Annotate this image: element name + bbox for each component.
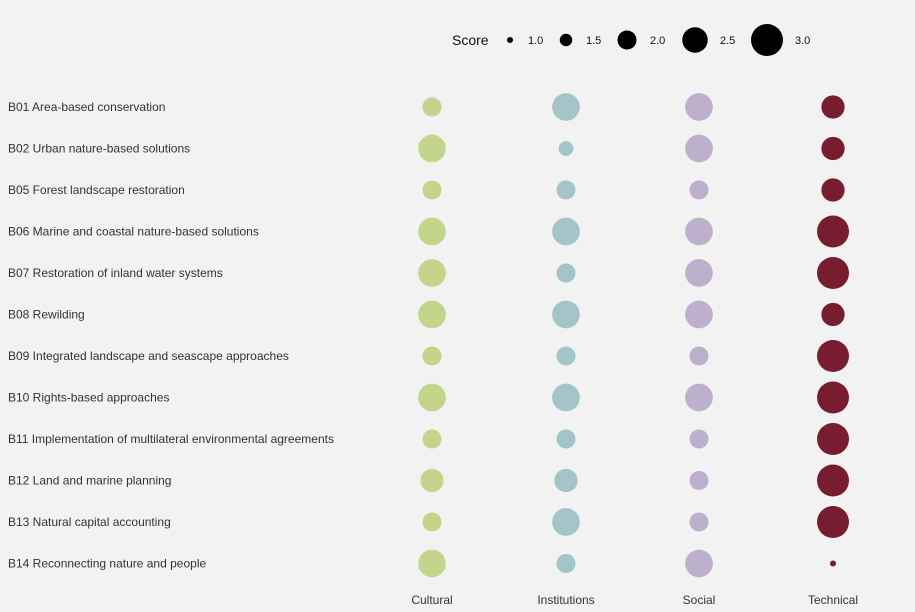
data-point	[689, 471, 709, 490]
column-label: Institutions	[537, 593, 594, 607]
data-point	[689, 346, 709, 366]
legend-marker	[507, 37, 513, 43]
row-label: B08 Rewilding	[8, 308, 85, 322]
data-point	[817, 340, 849, 372]
column-label: Cultural	[411, 593, 452, 607]
legend-label: 1.5	[586, 35, 601, 47]
data-point	[821, 302, 845, 327]
row-label: B01 Area-based conservation	[8, 100, 165, 114]
data-point	[418, 217, 446, 246]
legend-marker	[751, 24, 783, 56]
data-point	[418, 134, 446, 163]
data-point	[817, 215, 849, 248]
column-label: Social	[683, 593, 716, 607]
legend-title: Score	[452, 32, 489, 48]
column-label: Technical	[808, 593, 858, 607]
data-point	[817, 423, 849, 455]
data-point	[817, 257, 849, 289]
data-point	[554, 468, 578, 493]
data-point	[821, 136, 845, 161]
data-point	[817, 381, 849, 414]
row-label: B14 Reconnecting nature and people	[8, 557, 206, 571]
data-point	[685, 259, 713, 287]
data-point	[552, 217, 580, 246]
data-point	[552, 383, 580, 412]
data-point	[552, 93, 580, 121]
data-point	[556, 554, 576, 573]
data-point	[685, 134, 713, 163]
row-labels: B01 Area-based conservation B02 Urban nat…	[8, 100, 334, 571]
row-label: B07 Restoration of inland water systems	[8, 266, 223, 280]
legend-marker	[617, 30, 637, 50]
data-point	[552, 300, 580, 329]
legend-label: 2.5	[720, 35, 735, 47]
data-point	[685, 300, 713, 329]
data-point	[685, 383, 713, 412]
data-point	[821, 95, 845, 119]
data-point	[552, 508, 580, 536]
data-point	[418, 549, 446, 578]
data-point	[418, 383, 446, 412]
legend-label: 3.0	[795, 35, 810, 47]
row-label: B09 Integrated landscape and seascape ap…	[8, 349, 289, 363]
data-point	[422, 346, 442, 366]
row-label: B11 Implementation of multilateral envir…	[8, 432, 334, 446]
legend-marker	[682, 27, 708, 53]
data-point	[422, 429, 442, 449]
data-point	[817, 506, 849, 538]
data-point	[418, 300, 446, 329]
data-point	[830, 560, 836, 567]
data-point	[422, 180, 442, 200]
row-label: B02 Urban nature-based solutions	[8, 142, 190, 156]
data-point	[422, 512, 442, 532]
data-point	[558, 141, 574, 156]
data-point	[685, 93, 713, 121]
column-labels: Cultural Institutions Social Technical	[411, 593, 858, 607]
data-point	[685, 549, 713, 578]
data-point	[685, 217, 713, 246]
data-point	[689, 180, 709, 200]
legend-label: 1.0	[528, 35, 543, 47]
legend-marker	[559, 33, 573, 47]
row-label: B10 Rights-based approaches	[8, 391, 169, 405]
row-label: B05 Forest landscape restoration	[8, 183, 185, 197]
data-point	[420, 468, 444, 493]
data-point	[817, 464, 849, 497]
data-point	[556, 263, 576, 283]
size-legend: Score 1.0 1.5 2.0 2.5 3.0	[452, 24, 810, 56]
data-point	[689, 512, 709, 532]
data-points	[418, 93, 849, 578]
data-point	[418, 259, 446, 287]
data-point	[556, 429, 576, 449]
data-point	[689, 429, 709, 449]
data-point	[556, 346, 576, 366]
data-point	[556, 180, 576, 200]
row-label: B06 Marine and coastal nature-based solu…	[8, 225, 259, 239]
legend-label: 2.0	[650, 35, 665, 47]
data-point	[821, 178, 845, 202]
data-point	[422, 97, 442, 117]
row-label: B12 Land and marine planning	[8, 474, 171, 488]
row-label: B13 Natural capital accounting	[8, 515, 171, 529]
